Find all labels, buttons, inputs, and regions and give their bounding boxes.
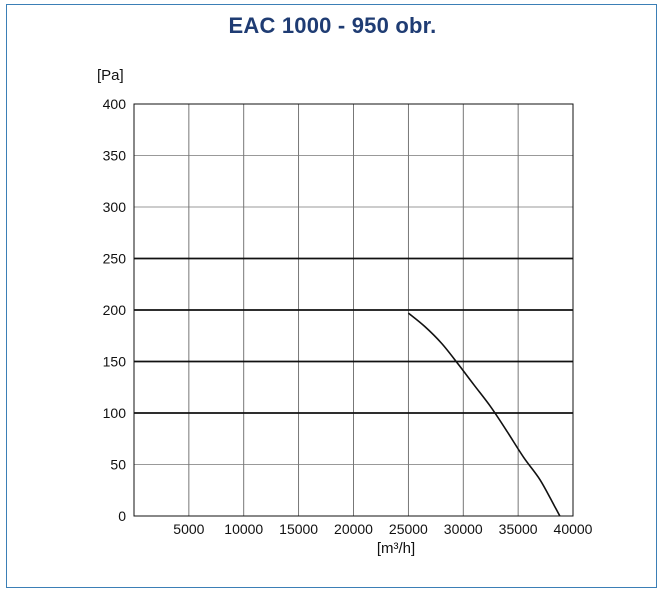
y-tick-label: 300 xyxy=(103,199,127,215)
x-axis-label: [m³/h] xyxy=(377,540,415,557)
chart-title: EAC 1000 - 950 obr. xyxy=(228,13,437,38)
y-tick-label: 400 xyxy=(103,96,127,112)
y-tick-label: 350 xyxy=(103,148,127,164)
y-tick-label: 50 xyxy=(110,457,126,473)
y-axis-label: [Pa] xyxy=(97,67,124,84)
y-tick-label: 100 xyxy=(103,405,127,421)
grid xyxy=(134,103,574,517)
x-tick-label: 10000 xyxy=(224,521,263,537)
chart-frame xyxy=(6,4,657,588)
y-tick-label: 150 xyxy=(103,354,127,370)
x-tick-label: 15000 xyxy=(279,521,318,537)
x-tick-label: 30000 xyxy=(444,521,483,537)
y-tick-label: 250 xyxy=(103,251,127,267)
x-tick-label: 35000 xyxy=(499,521,538,537)
y-tick-label: 200 xyxy=(103,302,127,318)
plot-area xyxy=(133,103,574,517)
x-tick-label: 25000 xyxy=(389,521,428,537)
y-tick-label: 0 xyxy=(118,508,126,524)
tick-labels: 5000 10000 15000 20000 25000 30000 35000 40000 0… xyxy=(103,96,593,537)
series-line xyxy=(407,312,561,517)
x-tick-label: 20000 xyxy=(334,521,373,537)
x-tick-label: 40000 xyxy=(554,521,593,537)
x-tick-label: 5000 xyxy=(173,521,204,537)
